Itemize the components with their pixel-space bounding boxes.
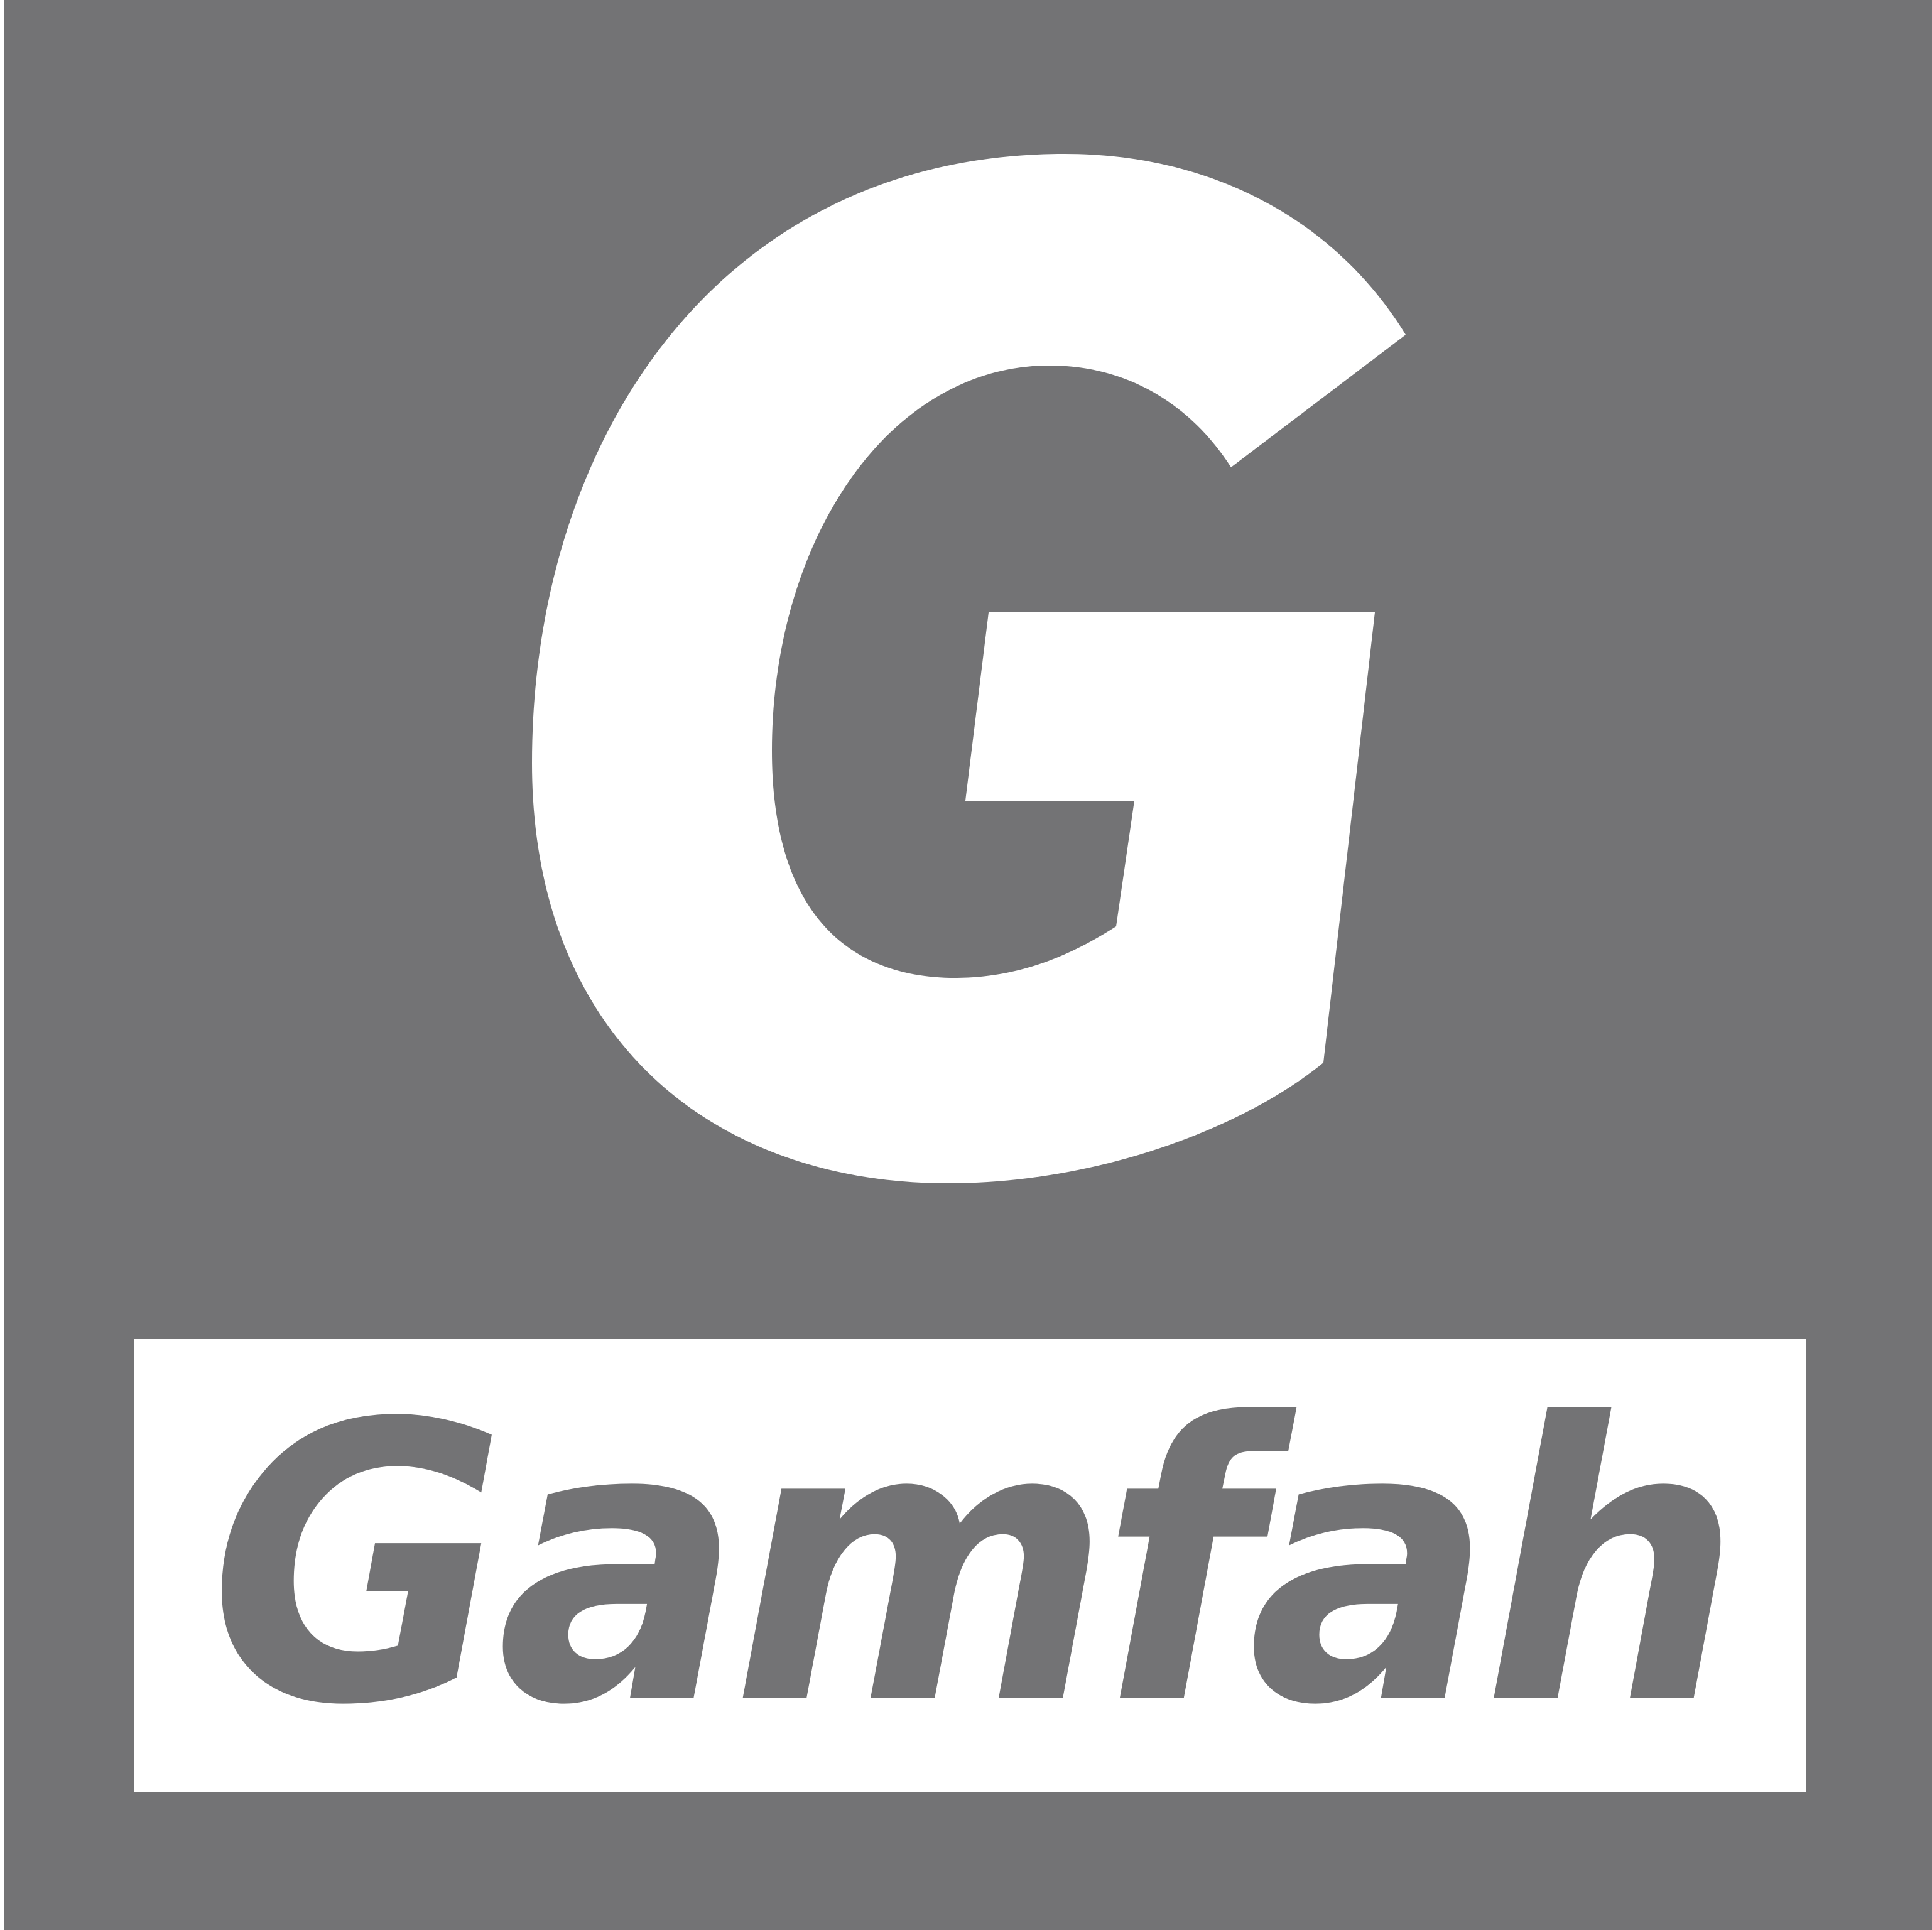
big-g-emblem-icon (4, 0, 1932, 1331)
big-g-shape (532, 154, 1406, 1183)
wordmark-text: Gamfah (176, 1339, 1764, 1792)
wordmark-box: Gamfah (134, 1339, 1806, 1792)
logo-panel: Gamfah (4, 0, 1932, 1930)
